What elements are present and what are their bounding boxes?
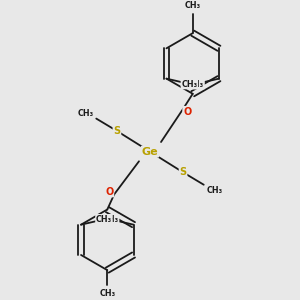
Text: CH₃: CH₃ (77, 109, 93, 118)
Text: S: S (179, 167, 187, 177)
Text: O: O (183, 107, 191, 117)
Text: CH₃: CH₃ (188, 80, 204, 88)
Text: CH₃: CH₃ (96, 215, 112, 224)
Text: S: S (113, 126, 121, 136)
Text: Ge: Ge (142, 147, 158, 157)
Text: CH₃: CH₃ (184, 1, 201, 10)
Text: CH₃: CH₃ (181, 80, 197, 88)
Text: CH₃: CH₃ (99, 289, 116, 298)
Text: CH₃: CH₃ (103, 215, 119, 224)
Text: CH₃: CH₃ (207, 186, 223, 195)
Text: O: O (105, 187, 113, 196)
